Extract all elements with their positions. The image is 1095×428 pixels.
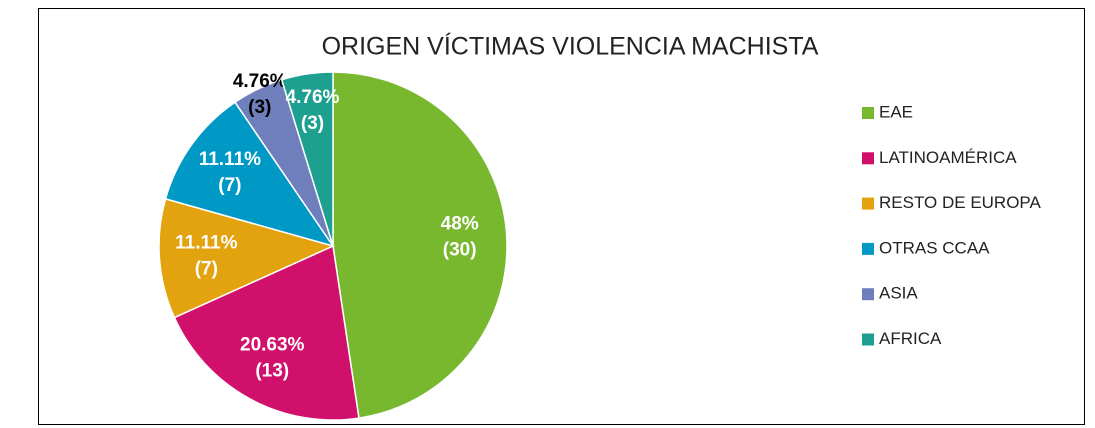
legend-label: EAE (879, 102, 913, 121)
legend-swatch (862, 152, 874, 165)
value-label: (3) (248, 97, 271, 118)
legend-label: AFRICA (879, 329, 942, 348)
legend-label: OTRAS CCAA (879, 238, 990, 257)
pie-slice (173, 244, 360, 421)
value-label: (3) (301, 113, 324, 134)
legend-label: RESTO DE EUROPA (879, 193, 1042, 212)
pie-slice (164, 101, 335, 248)
legend-swatch (862, 333, 874, 346)
pie-slice (280, 71, 334, 247)
chart-title: ORIGEN VÍCTIMAS VIOLENCIA MACHISTA (322, 32, 819, 61)
legend-swatch (862, 288, 874, 301)
percentage-label: 48% (441, 214, 479, 235)
percentage-label: 20.63% (240, 335, 305, 356)
percentage-label: 4.76% (233, 71, 287, 92)
legend-swatch (862, 242, 874, 255)
percentage-label: 4.76% (286, 87, 340, 108)
legend-label: ASIA (879, 284, 918, 303)
legend-swatch (862, 197, 874, 210)
value-label: (7) (195, 259, 218, 280)
legend-label: LATINOAMÉRICA (879, 148, 1017, 167)
value-label: (7) (218, 175, 241, 196)
percentage-label: 11.11% (175, 233, 237, 254)
pie-slice (158, 197, 336, 319)
value-label: (13) (255, 361, 289, 382)
pie-slice (332, 71, 508, 419)
value-label: (30) (443, 240, 477, 261)
percentage-label: 11.11% (199, 149, 261, 170)
legend-swatch (862, 107, 874, 119)
